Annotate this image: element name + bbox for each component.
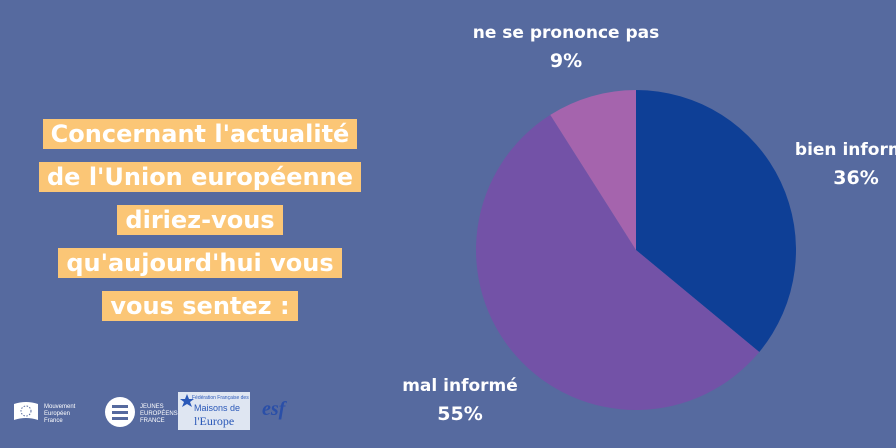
- partner-logos: Mouvement Européen France JEUNES EUROPÉE…: [12, 390, 312, 434]
- question-line-5: vous sentez :: [14, 290, 386, 325]
- question-block: Concernant l'actualité de l'Union europé…: [14, 118, 386, 333]
- eu-flag-icon: [14, 402, 38, 420]
- slice-value-label: 36%: [833, 167, 878, 189]
- logo-mouvement-europeen: Mouvement Européen France: [12, 396, 102, 428]
- logo-france-text: France: [44, 418, 63, 424]
- question-line-1: Concernant l'actualité: [14, 118, 386, 153]
- logo-maisons-federation-text: Fédération Française des: [192, 395, 249, 401]
- logo-maisons-europe: Fédération Française des Maisons de l'Eu…: [178, 392, 250, 430]
- question-line-3: diriez-vous: [14, 204, 386, 239]
- pie-slice-ne-se-prononce-pas: [550, 90, 636, 250]
- logo-maisons-text: Maisons de: [194, 403, 241, 413]
- logo-esf-text: esf: [262, 398, 286, 420]
- slice-label: ne se prononce pas: [473, 23, 660, 43]
- logo-esf: esf: [262, 398, 302, 426]
- logo-mouvement-text: Mouvement: [44, 404, 76, 410]
- question-line-2: de l'Union européenne: [14, 161, 386, 196]
- slice-label: bien informé: [795, 140, 896, 160]
- logo-jeunes-france-text: FRANCE: [140, 418, 165, 424]
- slice-value-label: 55%: [437, 403, 482, 425]
- logo-europe-text: l'Europe: [194, 414, 235, 428]
- slice-label: mal informé: [402, 376, 518, 396]
- logo-europeens-text: EUROPÉENS: [140, 411, 178, 417]
- pie-slice-bien-inform-: [636, 90, 797, 352]
- pie-slice-mal-inform-: [476, 114, 760, 410]
- question-line-4: qu'aujourd'hui vous: [14, 247, 386, 282]
- logo-europeen-text: Européen: [44, 411, 71, 417]
- slice-value-label: 9%: [550, 50, 582, 72]
- logo-jeunes-text: JEUNES: [140, 404, 164, 410]
- jef-icon: [105, 397, 135, 427]
- logo-jeunes-europeens: JEUNES EUROPÉENS FRANCE: [104, 394, 184, 430]
- star-icon: [180, 394, 194, 407]
